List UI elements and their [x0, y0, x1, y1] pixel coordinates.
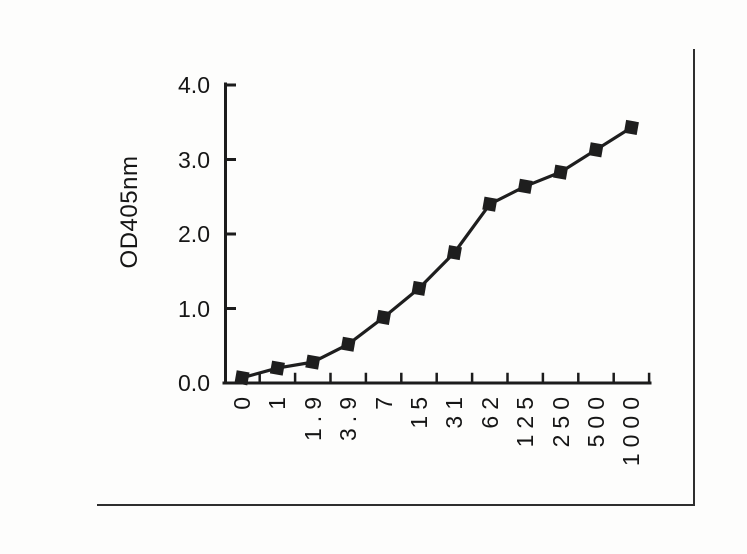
data-point-marker [305, 354, 321, 370]
data-point-marker [411, 280, 427, 296]
data-point-marker [340, 336, 356, 352]
y-tick-label: 0.0 [178, 370, 210, 396]
data-point-marker [376, 309, 392, 325]
data-point-marker [269, 360, 285, 376]
y-tick-label: 4.0 [178, 72, 210, 98]
x-tick-label: 7 [370, 391, 397, 410]
x-tick-label: 125 [512, 391, 539, 448]
data-point-marker [482, 196, 498, 212]
data-point-marker [553, 164, 569, 180]
x-tick-label: 250 [547, 391, 574, 448]
x-tick-label: 15 [406, 391, 432, 429]
x-tick-label: 500 [583, 391, 609, 448]
x-tick-label: 1 [264, 391, 291, 410]
y-tick-label: 1.0 [178, 295, 210, 322]
y-tick-label: 3.0 [178, 146, 210, 173]
data-point-marker [234, 370, 250, 386]
x-tick-label: 31 [441, 391, 468, 429]
data-point-marker [588, 142, 604, 158]
data-point-marker [623, 119, 639, 135]
x-tick-label: 3.9 [335, 391, 362, 441]
x-tick-label: 0 [229, 391, 255, 410]
figure-frame [97, 49, 695, 506]
data-point-marker [446, 245, 462, 261]
y-tick-label: 2.0 [178, 221, 210, 247]
data-line [241, 126, 633, 380]
x-tick-label: 1.9 [299, 391, 326, 441]
x-tick-label: 1000 [618, 391, 645, 467]
x-tick-label: 62 [476, 391, 503, 429]
data-point-marker [517, 178, 533, 194]
